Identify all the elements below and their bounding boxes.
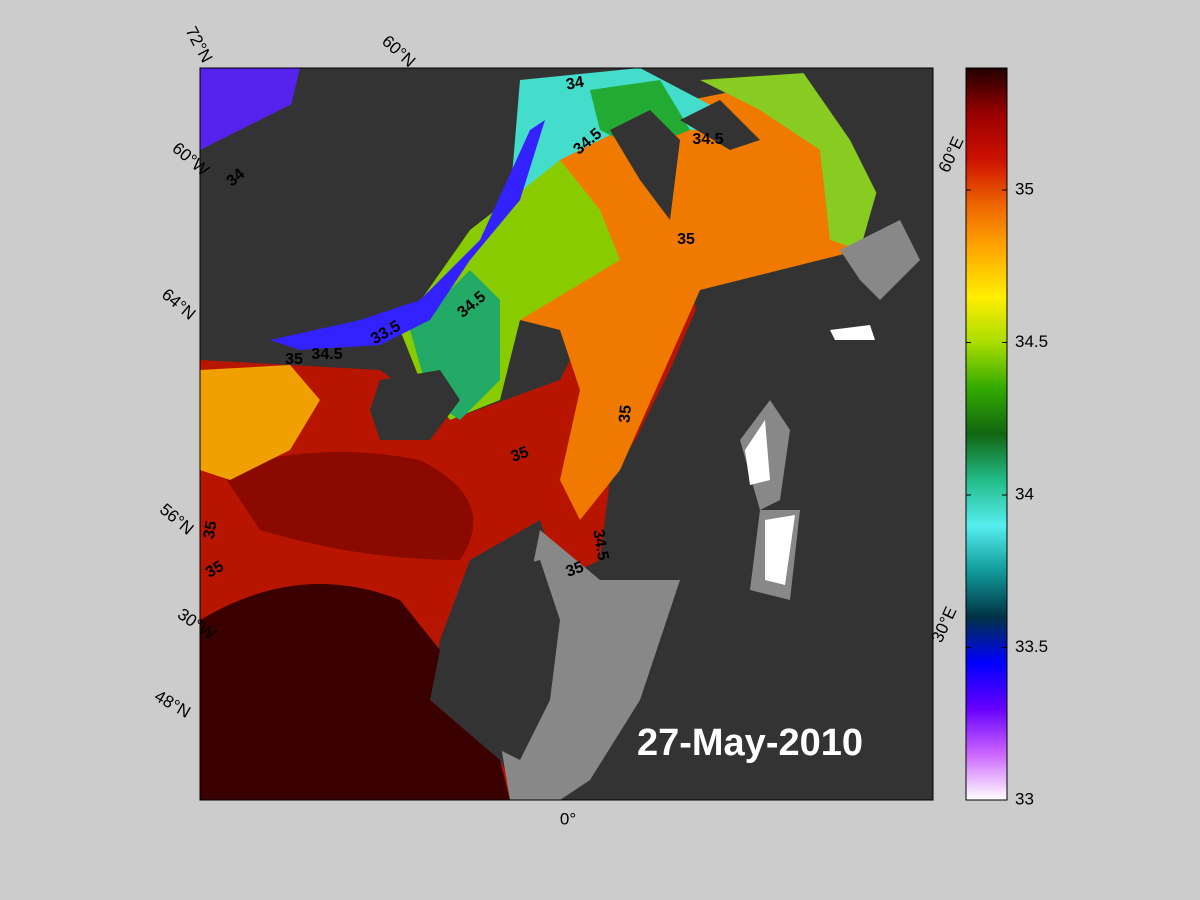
land xyxy=(610,110,680,220)
ocean-region xyxy=(220,452,474,560)
contour-label: 35 xyxy=(677,231,695,248)
graticule-label: 64°N xyxy=(158,285,199,324)
map-frame xyxy=(199,67,934,801)
contour-label: 35 xyxy=(616,404,635,423)
contour-label: 35 xyxy=(201,520,221,541)
colorbar-tick-label: 33.5 xyxy=(1015,637,1048,656)
date-label: 27-May-2010 xyxy=(637,722,863,764)
graticule-label: 72°N xyxy=(182,23,217,65)
land xyxy=(470,560,560,760)
shelf xyxy=(840,220,920,300)
land xyxy=(680,100,760,150)
colorbar-tick-label: 34 xyxy=(1015,484,1034,503)
land xyxy=(370,370,460,440)
contour-label: 34.5 xyxy=(311,346,342,363)
contour-label: 35 xyxy=(285,351,303,368)
land xyxy=(200,68,520,340)
graticule-label: 60°E xyxy=(935,134,968,176)
contour-label: 34.5 xyxy=(589,528,611,562)
ice xyxy=(745,325,875,585)
colorbar-tick-label: 35 xyxy=(1015,179,1034,198)
land xyxy=(440,630,490,700)
contour-label: 35 xyxy=(509,444,532,466)
graticule-label: 0° xyxy=(560,809,576,828)
ocean-region xyxy=(200,584,510,800)
contour-label: 35 xyxy=(203,558,227,582)
contour-label: 35 xyxy=(564,559,587,581)
ocean-region xyxy=(200,365,320,480)
colorbar-scale xyxy=(965,67,1008,801)
land xyxy=(800,68,933,230)
graticule-label: 60°N xyxy=(378,31,419,71)
ocean-region xyxy=(270,120,545,350)
colorbar-tick-label: 33 xyxy=(1015,789,1034,808)
colorbar-tick-label: 34.5 xyxy=(1015,332,1048,351)
contour-label: 34 xyxy=(565,74,586,94)
graticule-label: 56°N xyxy=(156,500,197,539)
colorbar: 33 33.5 34 34.5 35 xyxy=(965,67,1048,808)
contour-label: 34.5 xyxy=(692,131,723,148)
graticule-label: 48°N xyxy=(151,686,193,721)
